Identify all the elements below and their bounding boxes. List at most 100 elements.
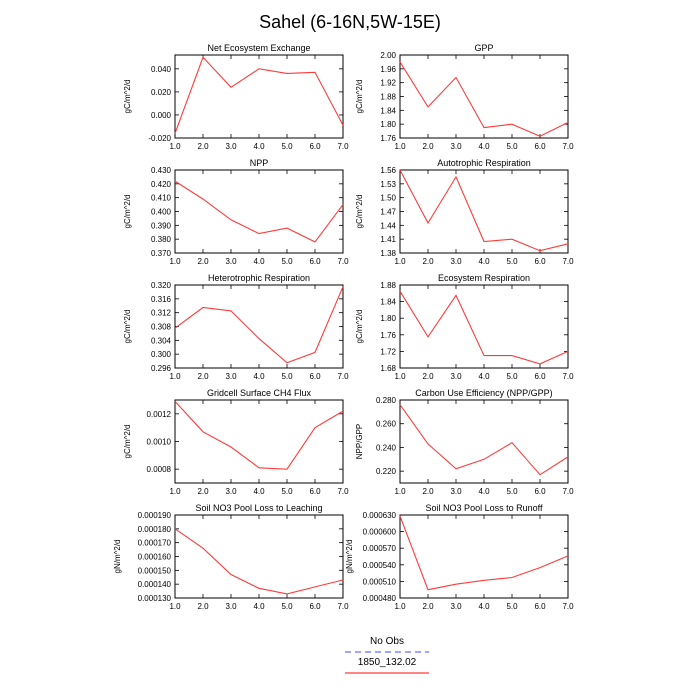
panel-title: Gridcell Surface CH4 Flux bbox=[207, 388, 312, 398]
x-tick-label: 4.0 bbox=[478, 372, 490, 381]
panel-title: GPP bbox=[474, 43, 493, 53]
x-tick-label: 5.0 bbox=[281, 602, 293, 611]
x-tick-label: 3.0 bbox=[450, 372, 462, 381]
series-line bbox=[174, 528, 344, 595]
x-tick-label: 5.0 bbox=[281, 142, 293, 151]
series-line bbox=[174, 286, 344, 364]
plot-frame bbox=[174, 284, 344, 369]
series-line bbox=[399, 61, 569, 137]
y-tick-label: 0.000160 bbox=[138, 553, 172, 562]
panel-carbon-use-efficiency-npp-gpp: Carbon Use Efficiency (NPP/GPP) 1.0 2.0 3.0… bbox=[355, 388, 574, 496]
x-tick-label: 3.0 bbox=[225, 142, 237, 151]
panel-title: Soil NO3 Pool Loss to Leaching bbox=[195, 503, 322, 513]
y-tick-label: 0.312 bbox=[151, 309, 172, 318]
x-tick-label: 6.0 bbox=[309, 602, 321, 611]
x-tick-label: 1.0 bbox=[169, 487, 181, 496]
x-tick-label: 2.0 bbox=[197, 487, 209, 496]
x-tick-label: 2.0 bbox=[422, 257, 434, 266]
series-line bbox=[399, 290, 569, 365]
x-tick-label: 6.0 bbox=[534, 257, 546, 266]
y-tick-label: 0.000130 bbox=[138, 594, 172, 603]
y-tick-label: 0.370 bbox=[151, 249, 172, 258]
series-line bbox=[399, 169, 569, 252]
y-tick-label: 1.68 bbox=[380, 364, 396, 373]
plot-frame bbox=[399, 54, 569, 139]
y-tick-label: 0.000570 bbox=[363, 544, 397, 553]
x-tick-label: 2.0 bbox=[422, 142, 434, 151]
y-tick-label: 1.80 bbox=[380, 120, 396, 129]
legend: No Obs 1850_132.02 bbox=[345, 636, 429, 674]
series-line bbox=[174, 401, 344, 470]
x-tick-label: 4.0 bbox=[253, 257, 265, 266]
x-tick-label: 1.0 bbox=[169, 372, 181, 381]
x-tick-label: 7.0 bbox=[337, 602, 349, 611]
x-tick-label: 1.0 bbox=[394, 372, 406, 381]
x-tick-label: 2.0 bbox=[197, 257, 209, 266]
x-tick-label: 6.0 bbox=[309, 487, 321, 496]
x-tick-label: 2.0 bbox=[422, 372, 434, 381]
series-line bbox=[399, 515, 569, 591]
y-axis-label: gC/m^2/d bbox=[355, 80, 364, 114]
y-tick-label: 0.000 bbox=[151, 111, 172, 120]
plot-frame bbox=[399, 514, 569, 599]
y-tick-label: 1.84 bbox=[380, 298, 396, 307]
x-tick-label: 4.0 bbox=[478, 602, 490, 611]
y-tick-label: 0.000190 bbox=[138, 511, 172, 520]
x-tick-label: 6.0 bbox=[534, 142, 546, 151]
x-tick-label: 6.0 bbox=[309, 372, 321, 381]
x-tick-label: 4.0 bbox=[478, 142, 490, 151]
x-tick-label: 6.0 bbox=[534, 372, 546, 381]
x-tick-label: 4.0 bbox=[478, 257, 490, 266]
y-tick-label: 2.00 bbox=[380, 51, 396, 60]
y-tick-label: 0.410 bbox=[151, 194, 172, 203]
y-tick-label: 1.84 bbox=[380, 106, 396, 115]
x-tick-label: 5.0 bbox=[506, 602, 518, 611]
y-tick-label: 1.72 bbox=[380, 347, 396, 356]
x-tick-label: 5.0 bbox=[506, 487, 518, 496]
y-tick-label: 0.020 bbox=[151, 88, 172, 97]
x-tick-label: 7.0 bbox=[562, 257, 574, 266]
legend-label-no-obs: No Obs bbox=[370, 636, 404, 647]
panel-title: Heterotrophic Respiration bbox=[208, 273, 310, 283]
y-tick-label: 1.50 bbox=[380, 194, 396, 203]
x-tick-label: 2.0 bbox=[197, 142, 209, 151]
panel-ecosystem-respiration: Ecosystem Respiration 1.0 2.0 3.0 4.0 5.0 6.0 7… bbox=[355, 273, 574, 381]
y-tick-label: 0.000150 bbox=[138, 566, 172, 575]
x-tick-label: 7.0 bbox=[562, 142, 574, 151]
panel-title: Net Ecosystem Exchange bbox=[207, 43, 310, 53]
x-tick-label: 4.0 bbox=[253, 372, 265, 381]
x-tick-label: 4.0 bbox=[253, 602, 265, 611]
y-tick-label: 0.000600 bbox=[363, 528, 397, 537]
y-tick-label: 1.38 bbox=[380, 249, 396, 258]
x-tick-label: 3.0 bbox=[450, 602, 462, 611]
x-tick-label: 6.0 bbox=[534, 487, 546, 496]
y-tick-label: 0.280 bbox=[376, 396, 397, 405]
x-tick-label: 5.0 bbox=[281, 372, 293, 381]
x-tick-label: 1.0 bbox=[394, 142, 406, 151]
x-tick-label: 2.0 bbox=[422, 602, 434, 611]
x-tick-label: 2.0 bbox=[197, 372, 209, 381]
y-tick-label: 0.0010 bbox=[147, 438, 172, 447]
y-tick-label: 1.47 bbox=[380, 208, 396, 217]
x-tick-label: 5.0 bbox=[506, 372, 518, 381]
x-tick-label: 5.0 bbox=[281, 487, 293, 496]
y-tick-label: 0.316 bbox=[151, 295, 172, 304]
panel-autotrophic-respiration: Autotrophic Respiration 1.0 2.0 3.0 4.0 5.0 6.… bbox=[355, 158, 574, 266]
panel-title: Carbon Use Efficiency (NPP/GPP) bbox=[415, 388, 552, 398]
panel-heterotrophic-respiration: Heterotrophic Respiration 1.0 2.0 3.0 4.0 5.0… bbox=[123, 273, 349, 381]
y-tick-label: 0.390 bbox=[151, 221, 172, 230]
y-tick-label: 1.92 bbox=[380, 79, 396, 88]
panel-title: Autotrophic Respiration bbox=[437, 158, 531, 168]
y-tick-label: 1.88 bbox=[380, 93, 396, 102]
y-tick-label: 0.0008 bbox=[147, 465, 172, 474]
panels: Net Ecosystem Exchange 1.0 2.0 3.0 4.0 5.0 6.0… bbox=[113, 43, 574, 611]
x-tick-label: 7.0 bbox=[337, 257, 349, 266]
y-tick-label: 0.000630 bbox=[363, 511, 397, 520]
x-tick-label: 4.0 bbox=[253, 487, 265, 496]
plot-frame bbox=[174, 399, 344, 484]
x-tick-label: 3.0 bbox=[225, 372, 237, 381]
x-tick-label: 6.0 bbox=[309, 142, 321, 151]
x-tick-label: 3.0 bbox=[450, 257, 462, 266]
panel-net-ecosystem-exchange: Net Ecosystem Exchange 1.0 2.0 3.0 4.0 5.0 6.0… bbox=[123, 43, 349, 151]
y-axis-label: gC/m^2/d bbox=[123, 80, 132, 114]
